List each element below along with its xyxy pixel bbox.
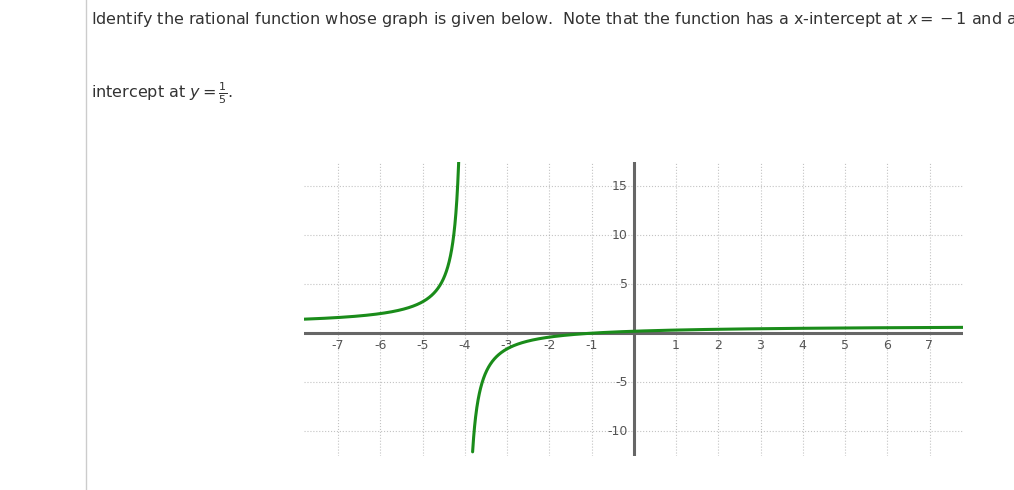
Text: -5: -5 xyxy=(417,339,429,352)
Text: -7: -7 xyxy=(332,339,344,352)
Text: -2: -2 xyxy=(544,339,556,352)
Text: -3: -3 xyxy=(501,339,513,352)
Text: 6: 6 xyxy=(883,339,891,352)
Text: -5: -5 xyxy=(615,376,628,389)
Text: 2: 2 xyxy=(714,339,722,352)
Text: 5: 5 xyxy=(841,339,849,352)
Text: intercept at $y = \frac{1}{5}$.: intercept at $y = \frac{1}{5}$. xyxy=(91,80,233,106)
Text: -1: -1 xyxy=(585,339,597,352)
Text: -4: -4 xyxy=(458,339,470,352)
Text: -6: -6 xyxy=(374,339,386,352)
Text: 4: 4 xyxy=(799,339,807,352)
Text: 7: 7 xyxy=(926,339,934,352)
Text: 3: 3 xyxy=(756,339,765,352)
Text: -10: -10 xyxy=(607,425,628,438)
Text: 10: 10 xyxy=(611,229,628,242)
Text: Identify the rational function whose graph is given below.  Note that the functi: Identify the rational function whose gra… xyxy=(91,10,1014,29)
Text: 5: 5 xyxy=(620,278,628,291)
Text: 15: 15 xyxy=(611,180,628,193)
Text: 1: 1 xyxy=(672,339,680,352)
